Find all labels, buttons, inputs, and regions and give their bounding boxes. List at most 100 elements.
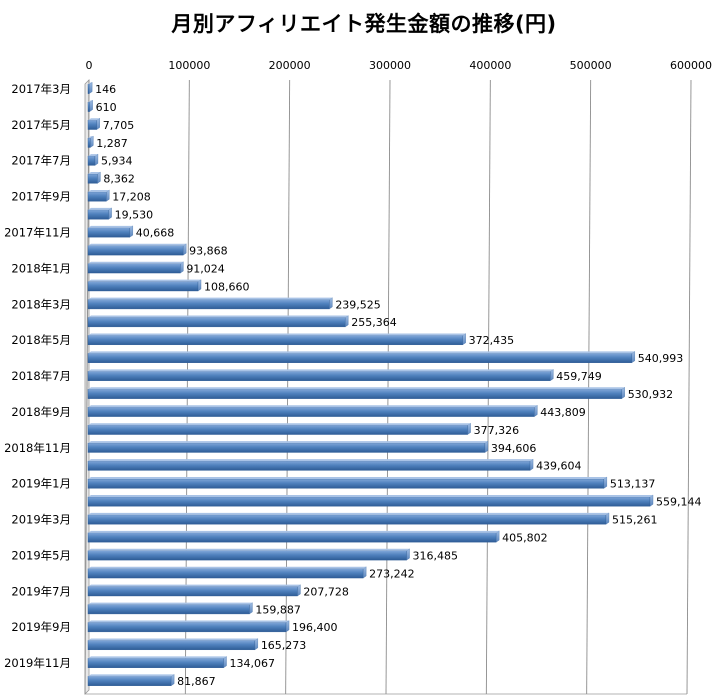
- y-tick-label: 2018年5月: [11, 333, 71, 347]
- bar-top-face: [88, 243, 187, 246]
- data-label: 316,485: [413, 549, 459, 562]
- bar-body: [87, 155, 96, 166]
- bar-top-face: [88, 674, 175, 677]
- x-tick-label: 300000: [369, 59, 411, 72]
- bar-body: [87, 424, 468, 435]
- bar-top-face: [88, 207, 112, 210]
- bar-body: [87, 532, 497, 543]
- bar-body: [87, 586, 298, 597]
- data-label: 146: [95, 83, 116, 96]
- data-label: 394,606: [491, 442, 537, 455]
- bar: [87, 476, 607, 489]
- bar-body: [87, 317, 346, 328]
- data-label: 196,400: [292, 621, 338, 634]
- bar-top-face: [88, 315, 349, 318]
- bar-body: [87, 604, 250, 615]
- y-tick-label: 2017年3月: [11, 82, 71, 96]
- y-tick-label: 2018年1月: [11, 261, 71, 275]
- bar: [87, 82, 93, 94]
- data-label: 515,261: [612, 514, 658, 527]
- bar-end-cap: [94, 153, 99, 166]
- bar-end-cap: [297, 584, 301, 597]
- data-label: 93,868: [189, 244, 228, 257]
- data-label: 239,525: [335, 298, 381, 311]
- bar-top-face: [88, 584, 301, 587]
- bar-body: [87, 227, 131, 238]
- plot-area: [84, 79, 687, 695]
- x-axis-ticks: 0 100000 200000 300000 400000 500000 600000: [86, 59, 713, 72]
- bar-top-face: [88, 566, 367, 569]
- bar-body: [87, 281, 199, 292]
- y-tick-label: 2017年11月: [4, 226, 71, 240]
- gridline: [184, 79, 190, 695]
- bar: [87, 548, 410, 561]
- data-label: 19,530: [115, 209, 153, 222]
- bar-top-face: [88, 297, 333, 300]
- bar: [87, 153, 99, 166]
- bar-body: [87, 407, 535, 417]
- gridline: [586, 79, 592, 695]
- bar-end-cap: [363, 566, 367, 579]
- x-tick-label: 600000: [670, 59, 712, 72]
- bar-end-cap: [90, 135, 94, 148]
- bar: [87, 638, 258, 651]
- bar-body: [87, 335, 463, 346]
- bar-top-face: [88, 261, 184, 264]
- data-label: 165,273: [261, 639, 307, 652]
- bar-top-face: [88, 154, 98, 157]
- bar-body: [87, 137, 91, 148]
- bar-top-face: [88, 387, 625, 390]
- data-label: 7,705: [103, 119, 135, 132]
- bar: [87, 656, 227, 669]
- bar-body: [87, 371, 551, 381]
- bar: [87, 530, 500, 543]
- bar-end-cap: [249, 602, 253, 615]
- y-tick-label: 2019年11月: [4, 656, 71, 670]
- bar: [87, 189, 110, 202]
- bar: [87, 351, 635, 364]
- data-label: 8,362: [103, 173, 134, 186]
- data-label: 207,728: [303, 585, 349, 598]
- bar-body: [87, 550, 407, 561]
- bar: [87, 315, 349, 328]
- bar: [87, 458, 534, 471]
- bar-body: [87, 478, 605, 489]
- data-label: 559,144: [656, 496, 702, 509]
- data-label: 377,326: [474, 424, 520, 437]
- y-tick-label: 2018年7月: [11, 369, 71, 383]
- bar-top-face: [88, 620, 290, 623]
- bar-top-face: [88, 82, 93, 85]
- bar: [87, 387, 625, 399]
- bar: [87, 440, 489, 453]
- bar-top-face: [88, 459, 534, 462]
- bar: [87, 99, 93, 112]
- bar-top-face: [88, 441, 488, 444]
- bar-top-face: [88, 423, 471, 426]
- bar-top-face: [88, 279, 202, 282]
- gridlines: [84, 79, 692, 695]
- data-label: 273,242: [369, 567, 415, 580]
- bar-body: [87, 353, 632, 363]
- x-tick-label: 0: [86, 59, 93, 72]
- x-tick-label: 100000: [168, 59, 210, 72]
- bar-top-face: [88, 118, 100, 121]
- bar: [87, 422, 471, 435]
- y-tick-label: 2018年11月: [4, 441, 71, 455]
- bar: [87, 207, 112, 220]
- bar-end-cap: [183, 243, 187, 256]
- bar-body: [87, 245, 184, 256]
- bar-end-cap: [406, 548, 410, 561]
- data-label: 530,932: [628, 388, 674, 401]
- gridline: [686, 79, 692, 695]
- bar-top-face: [88, 369, 554, 372]
- bar-top-face: [88, 189, 110, 192]
- data-label: 5,934: [101, 155, 133, 168]
- bar-body: [87, 514, 607, 525]
- bar-body: [87, 263, 181, 274]
- bar: [87, 117, 100, 130]
- y-tick-label: 2019年7月: [11, 584, 71, 598]
- y-axis-labels: 2017年3月 2017年5月 2017年7月 2017年9月 2017年11月 2018…: [4, 82, 71, 670]
- bar-top-face: [88, 351, 635, 354]
- chart-title: 月別アフィリエイト発生金額の推移(円): [171, 12, 557, 36]
